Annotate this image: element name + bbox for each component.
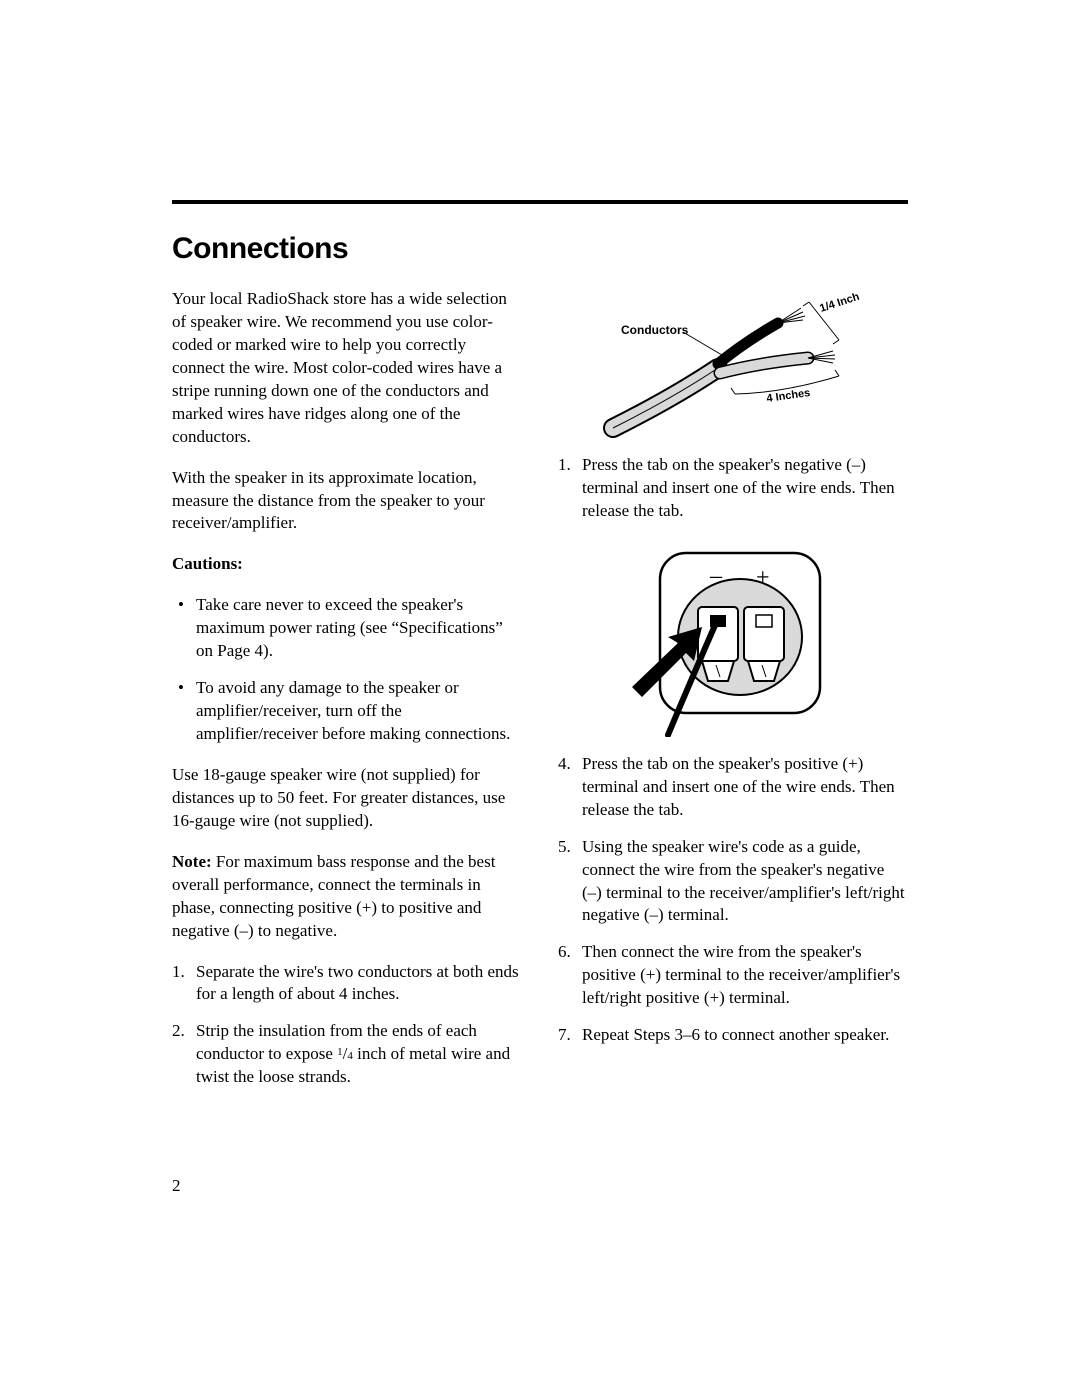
step-item: Using the speaker wire's code as a guide… xyxy=(582,836,908,928)
separate-length-label: 4 Inches xyxy=(766,387,811,405)
note-label: Note: xyxy=(172,852,212,871)
minus-symbol: – xyxy=(709,563,723,589)
page-content: Connections Your local RadioShack store … xyxy=(172,200,908,1103)
steps-list-right-b: Press the tab on the speaker's positive … xyxy=(558,753,908,1047)
two-column-layout: Your local RadioShack store has a wide s… xyxy=(172,288,908,1103)
wire-gauge-paragraph: Use 18-gauge speaker wire (not supplied)… xyxy=(172,764,522,833)
steps-list-left: Separate the wire's two conductors at bo… xyxy=(172,961,522,1090)
caution-item: Take care never to exceed the speaker's … xyxy=(196,594,522,663)
cautions-list: Take care never to exceed the speaker's … xyxy=(172,594,522,746)
step-item: Strip the insulation from the ends of ea… xyxy=(196,1020,522,1089)
page-number: 2 xyxy=(172,1176,181,1196)
fraction-numerator: 1 xyxy=(337,1046,343,1058)
speaker-terminal-icon: – + xyxy=(628,537,838,737)
steps-list-right-a: Press the tab on the speaker's negative … xyxy=(558,454,908,523)
page-title: Connections xyxy=(172,232,908,266)
step-item: Repeat Steps 3–6 to connect another spea… xyxy=(582,1024,908,1047)
step-item: Then connect the wire from the speaker's… xyxy=(582,941,908,1010)
plus-symbol: + xyxy=(756,565,770,591)
conductors-label: Conductors xyxy=(621,323,689,337)
left-column: Your local RadioShack store has a wide s… xyxy=(172,288,522,1103)
terminal-figure: – + xyxy=(558,537,908,737)
wire-diagram-icon: Conductors 1/4 Inch 4 Inches xyxy=(603,288,863,438)
step-item: Separate the wire's two conductors at bo… xyxy=(196,961,522,1007)
caution-item: To avoid any damage to the speaker or am… xyxy=(196,677,522,746)
note-body: For maximum bass response and the best o… xyxy=(172,852,495,940)
cautions-heading: Cautions: xyxy=(172,553,522,576)
wire-strip-figure: Conductors 1/4 Inch 4 Inches xyxy=(558,288,908,438)
right-column: Conductors 1/4 Inch 4 Inches Press the t… xyxy=(558,288,908,1103)
horizontal-rule xyxy=(172,200,908,204)
strip-length-label: 1/4 Inch xyxy=(818,291,861,315)
note-paragraph: Note: For maximum bass response and the … xyxy=(172,851,522,943)
step-item: Press the tab on the speaker's negative … xyxy=(582,454,908,523)
intro-paragraph-2: With the speaker in its approximate loca… xyxy=(172,467,522,536)
intro-paragraph-1: Your local RadioShack store has a wide s… xyxy=(172,288,522,449)
step-item: Press the tab on the speaker's positive … xyxy=(582,753,908,822)
